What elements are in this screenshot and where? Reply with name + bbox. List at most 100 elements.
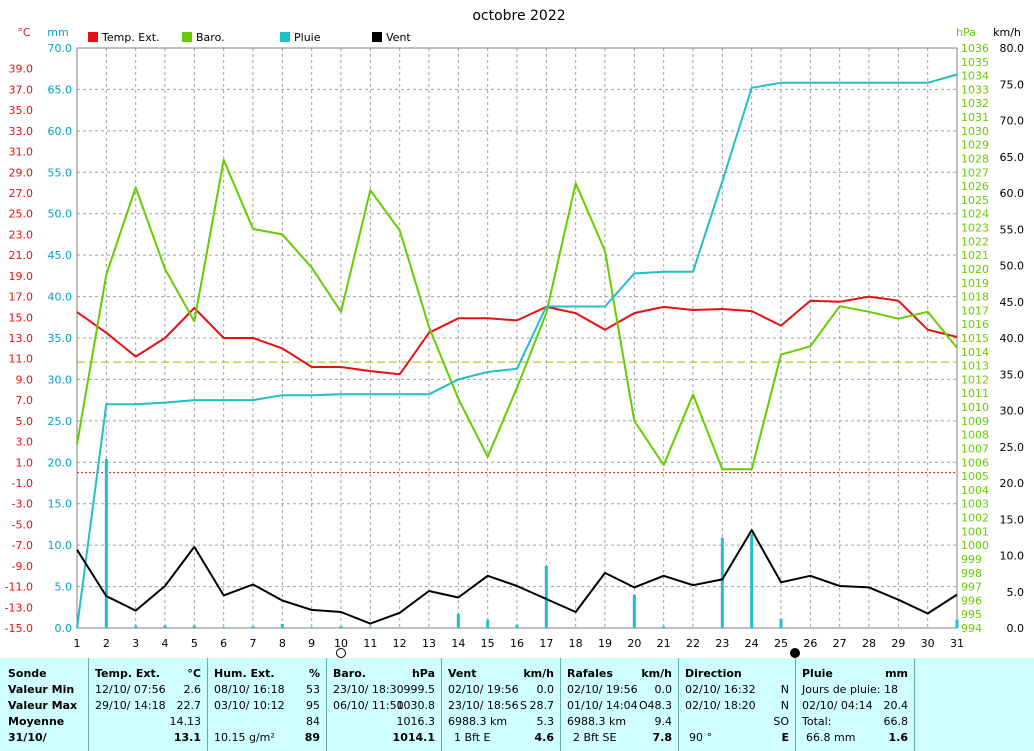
rain-tick-label: 50.0	[48, 208, 73, 221]
temp-tick-label: 39.0	[9, 63, 34, 76]
baro-tick-label: 1015	[961, 332, 989, 345]
row-label-min: Valeur Min	[8, 683, 75, 696]
labels-section: Sonde Valeur Min Valeur Max Moyenne 31/1…	[0, 658, 89, 751]
rain-bar-day-11	[368, 627, 372, 629]
temp-tick-label: 33.0	[9, 125, 34, 138]
pluie-total-label: Total:	[802, 715, 832, 728]
series-line-vent	[76, 529, 958, 625]
wind-tick-label: 45.0	[1000, 296, 1025, 309]
baro-tick-label: 1024	[961, 208, 989, 221]
rain-bar-day-16	[515, 624, 519, 628]
hum-min-date: 08/10/ 16:18	[214, 683, 285, 696]
rafales-dist: 6988.3 km	[567, 715, 627, 728]
vent-section: Vent km/h 02/10/ 19:56 0.0 23/10/ 18:56 S 28…	[442, 658, 561, 751]
direction-degrees: 90 °	[689, 731, 712, 744]
rain-bar-day-15	[486, 619, 490, 628]
rafales-min: 0.0	[654, 683, 673, 696]
rain-bar-day-14	[456, 613, 460, 628]
baro-tick-label: 1002	[961, 512, 989, 525]
day-tick-label: 30	[921, 637, 935, 650]
pluie-extra: 66.8 mm	[806, 731, 856, 744]
temp-tick-label: 1.0	[16, 456, 34, 469]
wind-tick-label: 80.0	[1000, 42, 1025, 55]
legend-swatch-1	[182, 32, 192, 42]
legend-label-3: Vent	[386, 31, 411, 44]
baro-tick-label: 1029	[961, 139, 989, 152]
rain-axis: 70.0 65.0 60.0 55.0 50.0 45.0 40.0 35.0 30.0 25.0…	[47, 26, 72, 635]
rain-tick-label: 5.0	[55, 581, 73, 594]
baro-tick-label: 1006	[961, 456, 989, 469]
baro-tick-label: 1023	[961, 222, 989, 235]
day-tick-label: 23	[715, 637, 729, 650]
baro-tick-label: 1036	[961, 42, 989, 55]
baro-min-date: 23/10/ 18:30	[333, 683, 404, 696]
baro-tick-label: 1005	[961, 470, 989, 483]
series-lines	[76, 73, 958, 629]
rafales-bft: 2 Bft SE	[573, 731, 617, 744]
day-tick-label: 21	[657, 637, 671, 650]
day-tick-label: 31	[950, 637, 964, 650]
temp-tick-label: -11.0	[5, 581, 33, 594]
day-tick-label: 15	[481, 637, 495, 650]
baro-tick-label: 1031	[961, 111, 989, 124]
rain-bar-day-25	[779, 618, 783, 628]
wind-tick-label: 5.0	[1007, 586, 1025, 599]
pluie-total: 66.8	[883, 715, 909, 728]
wind-tick-label: 55.0	[1000, 223, 1025, 236]
rain-bar-day-7	[251, 626, 255, 628]
rain-tick-label: 10.0	[48, 539, 73, 552]
day-tick-label: 8	[279, 637, 286, 650]
legend-label-2: Pluie	[294, 31, 321, 44]
rain-tick-label: 25.0	[48, 415, 73, 428]
rain-tick-label: 65.0	[48, 83, 73, 96]
direction-min-date: 02/10/ 16:32	[685, 683, 756, 696]
baro-title: Baro.	[333, 667, 366, 680]
day-tick-label: 18	[569, 637, 583, 650]
baro-max: 1030.8	[396, 699, 436, 712]
baro-tick-label: 998	[961, 567, 982, 580]
day-tick-label: 22	[686, 637, 700, 650]
pluie-title: Pluie	[802, 667, 833, 680]
day-tick-label: 9	[308, 637, 315, 650]
row-label-avg: Moyenne	[8, 715, 65, 728]
direction-max-date: 02/10/ 18:20	[685, 699, 756, 712]
day-tick-label: 4	[162, 637, 169, 650]
baro-tick-label: 1030	[961, 125, 989, 138]
baro-tick-label: 1009	[961, 415, 989, 428]
legend-label-1: Baro.	[196, 31, 225, 44]
vent-min: 0.0	[536, 683, 555, 696]
day-tick-label: 25	[774, 637, 788, 650]
hum-abs: 10.15 g/m²	[214, 731, 275, 744]
day-tick-label: 17	[539, 637, 553, 650]
vent-bft: 1 Bft E	[454, 731, 491, 744]
baro-tick-label: 1003	[961, 498, 989, 511]
rafales-today: 7.8	[652, 731, 673, 744]
reference-lines	[77, 361, 957, 474]
temp-min-date: 12/10/ 07:56	[95, 683, 166, 696]
legend-swatch-2	[280, 32, 290, 42]
rafales-max-date: 01/10/ 14:04	[567, 699, 638, 712]
day-tick-label: 24	[745, 637, 759, 650]
temp-tick-label: 5.0	[16, 415, 34, 428]
rain-tick-label: 30.0	[48, 373, 73, 386]
vent-max: 28.7	[529, 699, 555, 712]
temp-axis: 39.0 37.0 35.0 33.0 31.0 29.0 27.0 25.0 23.0 21.0…	[5, 26, 33, 635]
day-tick-label: 20	[627, 637, 641, 650]
hum-unit: %	[308, 667, 320, 680]
chart-title: octobre 2022	[472, 8, 565, 24]
baro-tick-label: 1032	[961, 97, 989, 110]
direction-title: Direction	[685, 667, 742, 680]
rain-bar-day-23	[720, 537, 724, 628]
temp-tick-label: 21.0	[9, 249, 34, 262]
wind-tick-label: 15.0	[1000, 513, 1025, 526]
vent-title: Vent	[448, 667, 477, 680]
baro-section: Baro. hPa 23/10/ 18:30 999.5 06/10/ 11:50 1…	[327, 658, 442, 751]
rain-tick-label: 55.0	[48, 166, 73, 179]
baro-min: 999.5	[403, 683, 436, 696]
vent-dist: 6988.3 km	[448, 715, 508, 728]
rain-tick-label: 20.0	[48, 456, 73, 469]
day-tick-label: 16	[510, 637, 524, 650]
rain-tick-label: 45.0	[48, 249, 73, 262]
hum-max: 95	[306, 699, 320, 712]
direction-avg: SO	[773, 715, 789, 728]
